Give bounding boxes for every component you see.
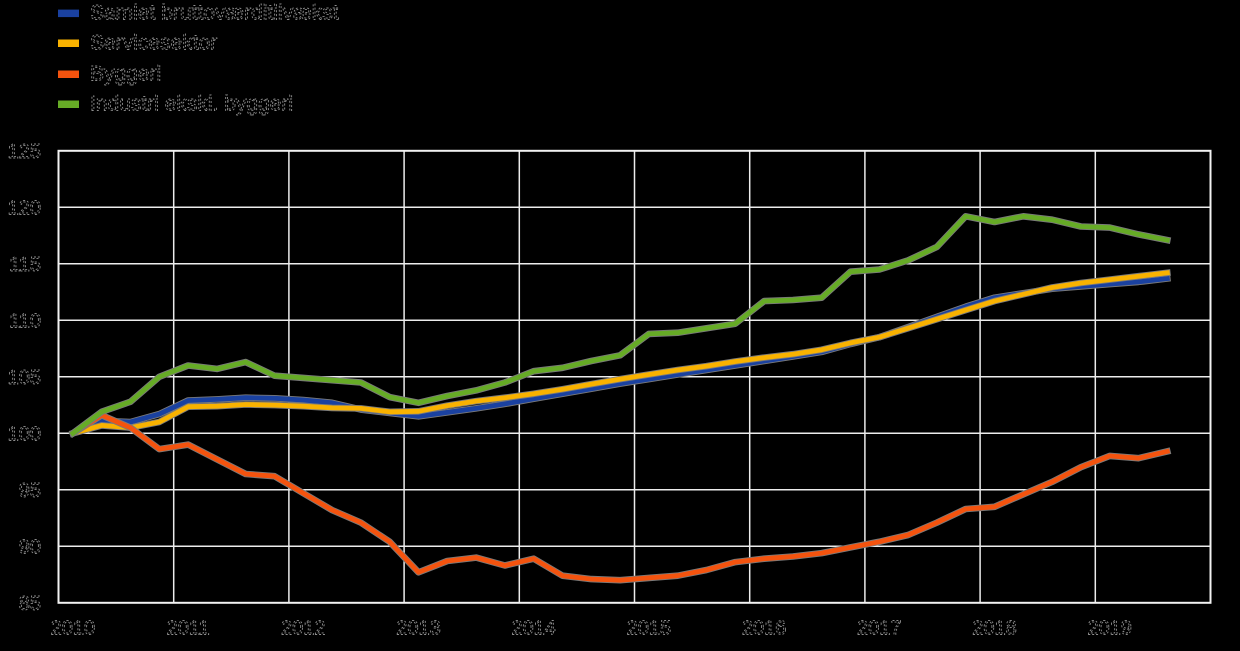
svg-text:120: 120 <box>8 198 41 220</box>
svg-text:2014: 2014 <box>511 618 556 640</box>
svg-text:2015: 2015 <box>627 618 672 640</box>
svg-text:105: 105 <box>8 367 41 389</box>
svg-text:110: 110 <box>9 311 41 333</box>
svg-text:2017: 2017 <box>857 618 902 640</box>
svg-text:125: 125 <box>8 141 41 163</box>
svg-text:115: 115 <box>9 254 41 276</box>
svg-text:95: 95 <box>19 480 41 502</box>
svg-text:2010: 2010 <box>51 618 96 640</box>
svg-text:2013: 2013 <box>396 618 441 640</box>
svg-text:2016: 2016 <box>742 618 787 640</box>
svg-text:Servicesektor: Servicesektor <box>90 32 217 55</box>
svg-text:2019: 2019 <box>1087 618 1132 640</box>
svg-text:85: 85 <box>19 593 41 615</box>
svg-text:Industri ekskl. byggeri: Industri ekskl. byggeri <box>90 93 293 116</box>
svg-text:90: 90 <box>19 537 41 559</box>
svg-text:Byggeri: Byggeri <box>90 63 161 86</box>
svg-text:2018: 2018 <box>972 618 1017 640</box>
svg-text:100: 100 <box>8 424 41 446</box>
svg-text:2012: 2012 <box>281 618 326 640</box>
svg-text:2011: 2011 <box>167 618 210 640</box>
svg-text:Samlet bruttoværditilvækst: Samlet bruttoværditilvækst <box>90 2 339 25</box>
